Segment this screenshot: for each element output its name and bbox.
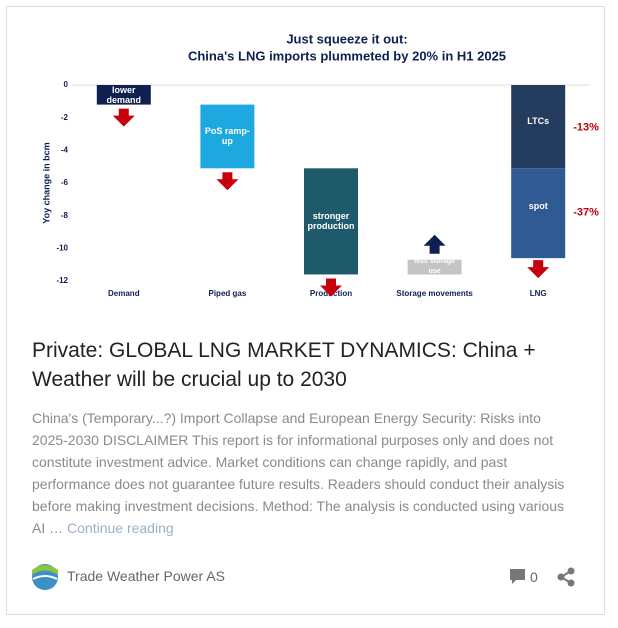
- y-axis-label: Yoy change in bcm: [41, 142, 51, 223]
- bar-label: stronger production: [307, 211, 355, 232]
- arrow-down: [320, 278, 342, 297]
- change-label: -13%: [573, 122, 599, 134]
- bar: [200, 104, 255, 169]
- segment-label: LTCs: [527, 116, 549, 126]
- post-title[interactable]: Private: GLOBAL LNG MARKET DYNAMICS: Chi…: [32, 339, 536, 391]
- y-tick-label: -4: [61, 145, 69, 154]
- y-tick-label: 0: [64, 80, 69, 89]
- bar-label: less storage use: [414, 259, 456, 275]
- comment-count[interactable]: 0: [530, 569, 538, 585]
- segment-label: spot: [529, 201, 548, 211]
- y-tick-label: -6: [61, 178, 69, 187]
- arrow-up: [423, 234, 446, 254]
- bar: [96, 85, 151, 105]
- x-tick-label: Demand: [108, 289, 140, 298]
- chart-title: Just squeeze it out:: [286, 31, 407, 46]
- x-tick-label: Storage movements: [396, 289, 473, 298]
- comment-icon[interactable]: [509, 568, 527, 586]
- author-avatar[interactable]: [30, 562, 60, 592]
- y-tick-label: -2: [61, 113, 69, 122]
- x-tick-label: Piped gas: [209, 289, 247, 298]
- x-tick-label: LNG: [530, 289, 547, 298]
- arrow-down: [112, 108, 135, 127]
- post-card: [6, 6, 605, 615]
- bar-label-box: lower demand: [106, 85, 142, 105]
- chart-subtitle: China's LNG imports plummeted by 20% in …: [188, 48, 506, 63]
- author-name[interactable]: Trade Weather Power AS: [67, 568, 225, 584]
- y-tick-label: -8: [61, 211, 69, 220]
- chart: Just squeeze it out: China's LNG imports…: [41, 31, 599, 298]
- arrow-down: [527, 260, 550, 279]
- bar-label-box: stronger production: [307, 211, 355, 232]
- share-icon[interactable]: [556, 567, 576, 587]
- continue-link[interactable]: Continue reading: [67, 520, 174, 536]
- arrow-down: [216, 172, 239, 191]
- change-label: -37%: [573, 207, 599, 219]
- lng-segment: [511, 85, 566, 169]
- bar: [407, 259, 462, 275]
- post-excerpt: China's (Temporary...?) Import Collapse …: [32, 407, 577, 539]
- bar-label-box: PoS ramp-up: [204, 126, 250, 147]
- bar-label: lower demand: [106, 85, 142, 105]
- bar: [304, 168, 358, 275]
- lng-segment: [511, 168, 566, 259]
- bar-label-box: less storage use: [414, 259, 456, 275]
- bar-label: PoS ramp-up: [204, 126, 250, 147]
- y-tick-label: -12: [56, 276, 68, 285]
- excerpt-text: China's (Temporary...?) Import Collapse …: [32, 410, 565, 536]
- y-tick-label: -10: [56, 243, 68, 252]
